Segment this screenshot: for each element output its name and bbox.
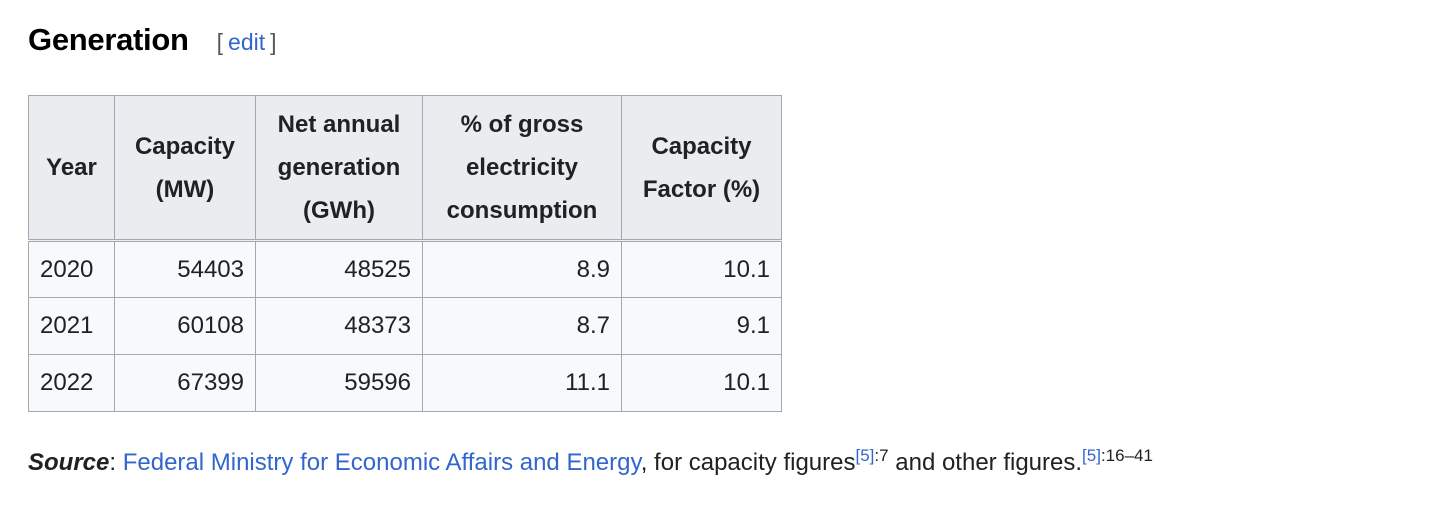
edit-section: [edit]: [217, 29, 277, 56]
cell-percent: 11.1: [422, 354, 622, 412]
header-capacity: Capacity (MW): [114, 95, 256, 242]
table-row: 2022 67399 59596 11.1 10.1: [28, 354, 782, 412]
header-capacity-factor: Capacity Factor (%): [621, 95, 782, 242]
cell-capacity: 67399: [114, 354, 256, 412]
cell-generation: 59596: [255, 354, 423, 412]
header-row: Year Capacity (MW) Net annual generation (G…: [28, 95, 782, 242]
source-text-other: and other figures.: [888, 449, 1083, 476]
cell-capacity-factor: 10.1: [621, 240, 782, 298]
cell-year: 2020: [28, 240, 115, 298]
section-title: Generation: [28, 22, 189, 57]
citation-ref-1: [5]:7: [855, 446, 888, 465]
edit-bracket-close: ]: [270, 29, 277, 55]
source-text-capacity: , for capacity figures: [640, 449, 856, 476]
citation-link-1[interactable]: [5]: [855, 446, 875, 465]
header-net-generation: Net annual generation (GWh): [255, 95, 423, 242]
source-label: Source: [28, 449, 110, 476]
edit-link[interactable]: edit: [228, 29, 266, 55]
source-link[interactable]: Federal Ministry for Economic Affairs an…: [122, 449, 641, 476]
section-heading: Generation [edit]: [28, 22, 277, 58]
header-year: Year: [28, 95, 115, 242]
citation-page-1: :7: [874, 446, 889, 465]
edit-bracket-open: [: [216, 29, 224, 55]
cell-capacity-factor: 9.1: [621, 297, 782, 355]
source-note: Source: Federal Ministry for Economic Af…: [28, 446, 1153, 477]
citation-page-2: :16–41: [1100, 446, 1153, 465]
cell-percent: 8.7: [422, 297, 622, 355]
cell-generation: 48525: [255, 240, 423, 298]
source-colon: :: [109, 449, 123, 476]
cell-capacity: 60108: [114, 297, 256, 355]
header-percent-consumption: % of gross electricity consumption: [422, 95, 622, 242]
cell-percent: 8.9: [422, 240, 622, 298]
cell-capacity: 54403: [114, 240, 256, 298]
generation-table: Year Capacity (MW) Net annual generation (G…: [28, 95, 782, 412]
citation-ref-2: [5]:16–41: [1082, 446, 1153, 465]
table-row: 2020 54403 48525 8.9 10.1: [28, 240, 782, 298]
cell-capacity-factor: 10.1: [621, 354, 782, 412]
cell-generation: 48373: [255, 297, 423, 355]
cell-year: 2022: [28, 354, 115, 412]
cell-year: 2021: [28, 297, 115, 355]
table-row: 2021 60108 48373 8.7 9.1: [28, 297, 782, 355]
citation-link-2[interactable]: [5]: [1082, 446, 1101, 465]
